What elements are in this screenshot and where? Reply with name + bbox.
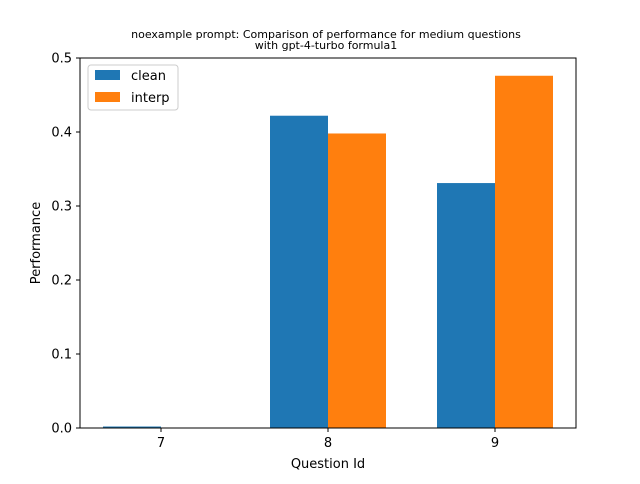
chart-title-line-2: with gpt-4-turbo formula1: [255, 39, 397, 52]
y-tick-label: 0.1: [51, 348, 72, 363]
legend: clean interp: [87, 64, 179, 111]
bar-clean-q9: [437, 183, 495, 428]
legend-label-clean: clean: [131, 69, 166, 84]
bar-interp-q8: [328, 133, 386, 429]
bar-clean-q8: [270, 115, 328, 428]
legend-label-interp: interp: [131, 91, 170, 106]
y-tick-label: 0.2: [51, 274, 72, 289]
chart-title-line-1: noexample prompt: Comparison of performa…: [131, 28, 521, 41]
x-axis-label: Question Id: [291, 457, 365, 472]
bars-group: [103, 75, 553, 429]
y-tick-label: 0.0: [51, 422, 72, 437]
bar-clean-q7: [103, 426, 161, 428]
y-axis-label: Performance: [29, 202, 44, 284]
y-tick-label: 0.5: [51, 52, 72, 67]
legend-swatch-interp: [95, 92, 120, 102]
bar-interp-q9: [495, 75, 553, 428]
legend-swatch-clean: [95, 70, 120, 80]
x-tick-label: 7: [157, 436, 165, 451]
x-axis-ticks: 7 8 9: [157, 428, 499, 451]
y-tick-label: 0.3: [51, 200, 72, 215]
y-axis-ticks: 0.0 0.1 0.2 0.3 0.4 0.5: [51, 52, 80, 437]
x-tick-label: 8: [324, 436, 332, 451]
x-tick-label: 9: [491, 436, 499, 451]
y-tick-label: 0.4: [51, 126, 72, 141]
plot-frame: [79, 57, 577, 429]
